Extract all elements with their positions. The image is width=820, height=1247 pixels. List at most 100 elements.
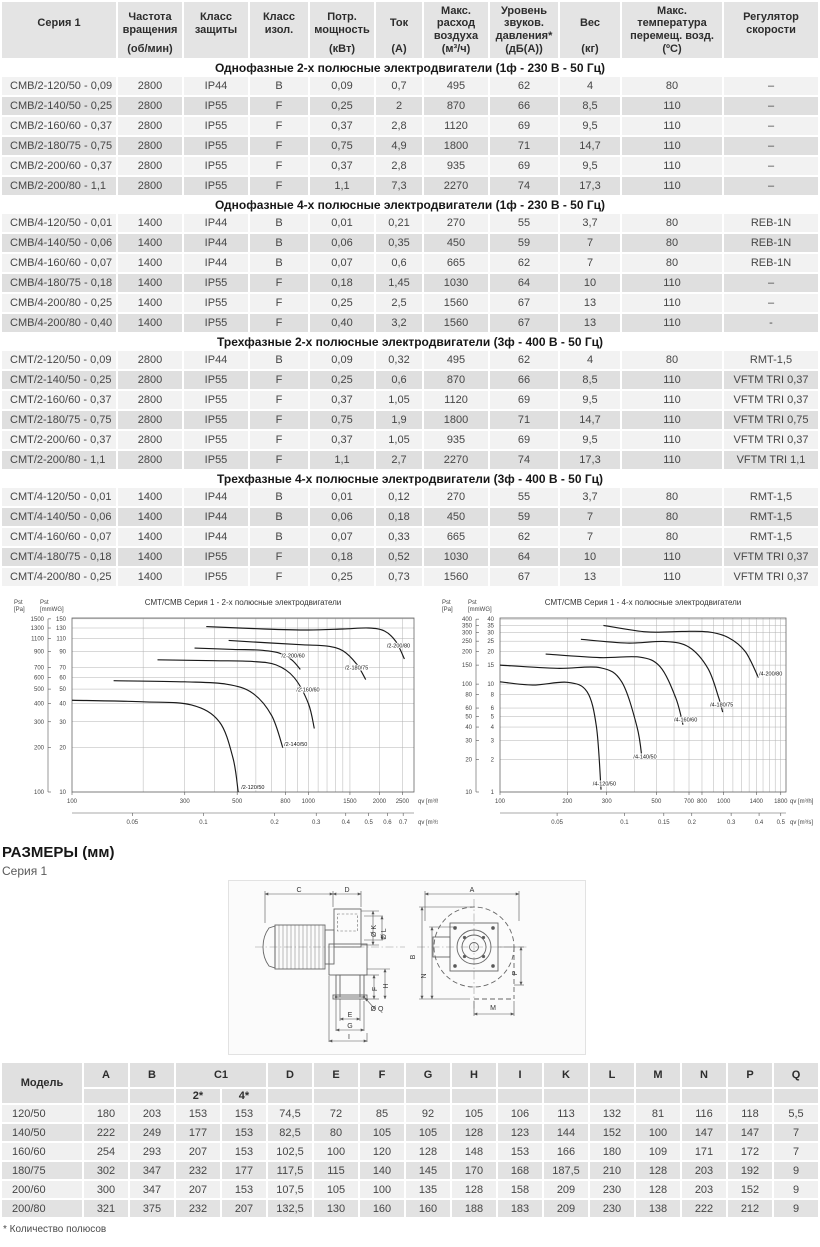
dimension-letter: P: [512, 970, 519, 975]
spec-row: CMT/2-180/75 - 0,75 2800 IP55 F 0,75 1,9 1800 7…: [2, 411, 818, 429]
spec-cell: 0,75: [310, 411, 374, 429]
spec-cell: B: [250, 351, 308, 369]
spec-cell: IP55: [184, 117, 248, 135]
dimension-letter: N: [421, 973, 428, 978]
dim-cell: 347: [130, 1181, 174, 1198]
curve-chart-4pole: CMT/CMB Серия 1 - 4-х полюсные электродв…: [442, 598, 814, 826]
svg-text:70: 70: [59, 666, 66, 672]
spec-cell: 1400: [118, 488, 182, 506]
dim-row: 140/50 222 249 177 153 82,5 80 105 105 128 123 144 1…: [2, 1124, 818, 1141]
dim-col-subheader: 4*: [222, 1089, 266, 1103]
dim-col-header: Q: [774, 1063, 818, 1087]
spec-cell: 1120: [424, 391, 488, 409]
spec-cell: F: [250, 177, 308, 195]
spec-cell: 64: [490, 548, 558, 566]
model-cell: CMB/4-120/50 - 0,01: [2, 214, 116, 232]
svg-text:Pst: Pst: [468, 600, 477, 606]
dim-cell: 207: [176, 1143, 220, 1160]
spec-cell: 0,6: [376, 254, 422, 272]
dim-cell: 153: [222, 1181, 266, 1198]
dim-col-header: D: [268, 1063, 312, 1087]
spec-cell: 55: [490, 214, 558, 232]
spec-cell: 80: [622, 351, 722, 369]
model-cell: CMB/2-200/60 - 0,37: [2, 157, 116, 175]
svg-text:60: 60: [59, 675, 66, 681]
dim-cell: 166: [544, 1143, 588, 1160]
spec-cell: IP44: [184, 254, 248, 272]
dim-cell: 145: [406, 1162, 450, 1179]
spec-cell: B: [250, 214, 308, 232]
spec-cell: 0,37: [310, 431, 374, 449]
svg-text:qv [m³/h]: qv [m³/h]: [418, 799, 438, 805]
spec-cell: F: [250, 294, 308, 312]
dim-cell: 203: [682, 1181, 726, 1198]
svg-text:250: 250: [462, 639, 473, 645]
spec-cell: 4: [560, 77, 620, 95]
svg-text:0.1: 0.1: [620, 820, 629, 826]
dim-col-header: N: [682, 1063, 726, 1087]
dim-model-cell: 180/75: [2, 1162, 82, 1179]
spec-cell: 270: [424, 214, 488, 232]
spec-cell: 0,73: [376, 568, 422, 586]
spec-cell: VFTM TRI 0,37: [724, 548, 818, 566]
spec-cell: 0,18: [310, 548, 374, 566]
spec-cell: 1,1: [310, 177, 374, 195]
spec-cell: 1120: [424, 117, 488, 135]
spec-cell: 2800: [118, 157, 182, 175]
spec-cell: 7: [560, 234, 620, 252]
dim-col-header: B: [130, 1063, 174, 1087]
spec-cell: 2: [376, 97, 422, 115]
spec-cell: IP55: [184, 157, 248, 175]
spec-col-header: Класс изол.: [250, 2, 308, 58]
dim-cell: 80: [314, 1124, 358, 1141]
section-row: Трехфазные 2-х полюсные электродвигатели…: [2, 334, 818, 349]
dim-cell: 107,5: [268, 1181, 312, 1198]
spec-cell: 74: [490, 451, 558, 469]
spec-cell: 80: [622, 77, 722, 95]
svg-text:40: 40: [465, 725, 472, 731]
spec-cell: 2800: [118, 117, 182, 135]
spec-row: CMT/4-180/75 - 0,18 1400 IP55 F 0,18 0,52 1030…: [2, 548, 818, 566]
model-cell: CMT/4-160/60 - 0,07: [2, 528, 116, 546]
dim-model-cell: 140/50: [2, 1124, 82, 1141]
svg-text:[mmWG]: [mmWG]: [468, 607, 492, 613]
svg-text:0.7: 0.7: [399, 820, 408, 826]
svg-text:1000: 1000: [302, 799, 316, 805]
svg-text:100: 100: [495, 799, 506, 805]
spec-cell: 110: [622, 97, 722, 115]
front-view: [417, 891, 529, 1016]
svg-text:10: 10: [487, 682, 494, 688]
spec-col-header: Вес (кг): [560, 2, 620, 58]
dim-cell: 102,5: [268, 1143, 312, 1160]
svg-text:2000: 2000: [373, 799, 387, 805]
spec-cell: 1400: [118, 528, 182, 546]
spec-cell: 62: [490, 77, 558, 95]
svg-text:700: 700: [34, 666, 45, 672]
spec-cell: 1400: [118, 234, 182, 252]
spec-cell: 665: [424, 528, 488, 546]
svg-text:0.3: 0.3: [312, 820, 321, 826]
spec-cell: IP55: [184, 177, 248, 195]
dimension-letter: H: [383, 983, 390, 988]
spec-cell: 1,05: [376, 431, 422, 449]
spec-cell: 1400: [118, 548, 182, 566]
dim-cell: 116: [682, 1105, 726, 1122]
spec-cell: 1400: [118, 568, 182, 586]
spec-cell: F: [250, 451, 308, 469]
spec-cell: 10: [560, 548, 620, 566]
dim-row: 200/80 321 375 232 207 132,5 130 160 160 188 183 20…: [2, 1200, 818, 1217]
dim-cell: 152: [728, 1181, 772, 1198]
spec-cell: –: [724, 157, 818, 175]
spec-cell: 1560: [424, 314, 488, 332]
dim-cell: 207: [176, 1181, 220, 1198]
dim-cell: 170: [452, 1162, 496, 1179]
dim-col-header: Модель: [2, 1063, 82, 1103]
spec-cell: 1,9: [376, 411, 422, 429]
model-cell: CMT/4-140/50 - 0,06: [2, 508, 116, 526]
spec-cell: 7: [560, 528, 620, 546]
curve-label: /2-200/60: [282, 653, 305, 659]
spec-cell: IP55: [184, 391, 248, 409]
svg-text:100: 100: [462, 682, 473, 688]
dim-cell: 153: [222, 1124, 266, 1141]
spec-cell: 7: [560, 508, 620, 526]
